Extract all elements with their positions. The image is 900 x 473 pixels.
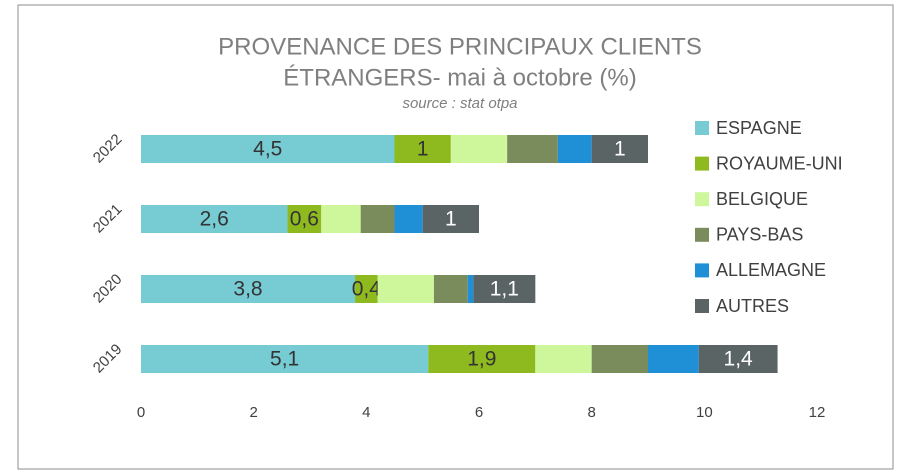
bar-segment: [467, 275, 474, 303]
bar-segment: [394, 135, 451, 163]
bar-segment: [141, 135, 395, 163]
data-label: 1,9: [467, 348, 496, 371]
bar-segment: [321, 205, 361, 233]
legend-swatch: [695, 299, 709, 313]
legend-label: BELGIQUE: [716, 189, 808, 209]
data-label: 1: [417, 138, 429, 161]
x-tick-label: 0: [137, 404, 145, 421]
legend-label: PAYS-BAS: [716, 225, 803, 245]
bar-segment: [535, 345, 592, 373]
x-tick-label: 6: [475, 404, 483, 421]
bar-segment: [591, 345, 648, 373]
bar-segment: [698, 345, 778, 373]
bar-segment: [141, 345, 429, 373]
legend-label: ESPAGNE: [716, 118, 802, 138]
data-label: 0,6: [290, 208, 319, 231]
legend-swatch: [695, 192, 709, 207]
legend-label: ROYAUME-UNI: [716, 153, 843, 173]
data-label: 3,8: [233, 278, 262, 301]
legend-swatch: [695, 263, 709, 278]
chart-title: ÉTRANGERS- mai à octobre (%): [283, 64, 636, 91]
chart-subtitle: source : stat otpa: [402, 95, 517, 112]
data-label: 4,5: [253, 138, 282, 161]
data-label: 1,1: [490, 278, 519, 301]
data-label: 1,4: [724, 348, 754, 371]
bar-segment: [428, 345, 536, 373]
bar-segment: [557, 135, 592, 163]
data-label: 2,6: [200, 208, 229, 231]
data-label: 1: [614, 138, 626, 161]
x-tick-label: 4: [362, 404, 370, 421]
bar-segment: [473, 275, 536, 303]
data-label: 0,4: [352, 278, 382, 301]
bar-segment: [422, 205, 479, 233]
legend-label: ALLEMAGNE: [716, 260, 826, 280]
bar-segment: [394, 205, 423, 233]
chart-title: PROVENANCE DES PRINCIPAUX CLIENTS: [218, 33, 702, 60]
bar-segment: [450, 135, 508, 163]
legend-label: AUTRES: [716, 296, 789, 316]
bar-segment: [377, 275, 434, 303]
x-tick-label: 10: [696, 404, 713, 421]
legend-swatch: [695, 121, 709, 135]
x-tick-label: 12: [809, 404, 826, 421]
legend-swatch: [695, 156, 709, 171]
bar-segment: [591, 135, 648, 163]
bar-segment: [355, 275, 378, 303]
legend-swatch: [695, 227, 709, 242]
bar-segment: [507, 135, 558, 163]
bar-segment: [648, 345, 699, 373]
x-tick-label: 2: [249, 404, 257, 421]
bar-segment: [360, 205, 395, 233]
bar-segment: [287, 205, 322, 233]
data-label: 5,1: [270, 348, 299, 371]
bar-segment: [141, 275, 356, 303]
bar-segment: [433, 275, 468, 303]
x-tick-label: 8: [587, 404, 595, 421]
data-label: 1: [445, 208, 457, 231]
bar-segment: [141, 205, 288, 233]
chart-border: [17, 4, 894, 470]
